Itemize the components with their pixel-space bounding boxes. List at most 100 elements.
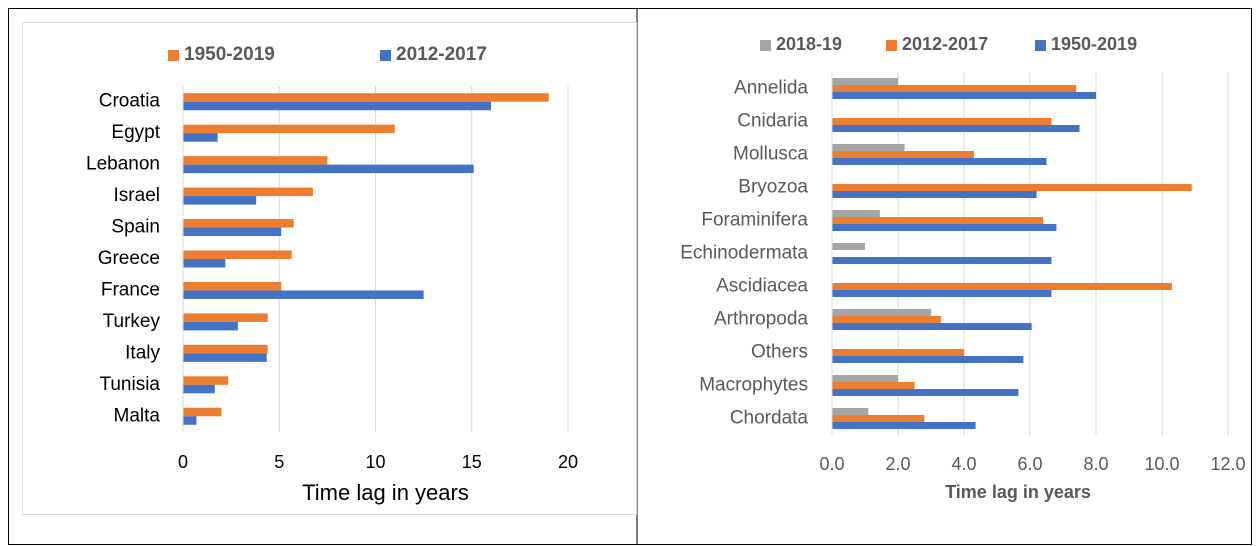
bar (183, 353, 267, 362)
y-tick-label: Mollusca (733, 144, 808, 165)
bar (183, 313, 268, 322)
y-tick-label: Foraminifera (701, 210, 808, 231)
bar (832, 323, 1032, 330)
bar (832, 382, 915, 389)
bar (832, 283, 1172, 290)
bar (832, 158, 1047, 165)
bar (183, 250, 292, 259)
y-tick-label: France (101, 279, 160, 300)
bar (183, 281, 282, 291)
x-tick-label: 8.0 (1083, 454, 1108, 474)
bar (183, 384, 215, 394)
legend-swatch (760, 40, 771, 51)
bar (832, 356, 1024, 363)
legend-swatch (886, 40, 897, 51)
x-tick-label: 2.0 (885, 454, 910, 474)
bar (832, 415, 925, 422)
y-tick-label: Arthropoda (714, 309, 808, 330)
legend-label: 2012-2017 (396, 44, 487, 65)
x-axis-title: Time lag in years (945, 482, 1091, 502)
bar (832, 257, 1052, 264)
x-tick-label: 0 (178, 452, 188, 472)
bar (183, 259, 226, 268)
x-tick-label: 10 (365, 452, 385, 472)
x-tick-label: 10.0 (1144, 454, 1179, 474)
bar (832, 224, 1057, 231)
bar (832, 422, 976, 429)
x-tick-label: 5 (274, 452, 284, 472)
frame (8, 8, 1252, 545)
x-tick-label: 12.0 (1210, 454, 1245, 474)
bar (832, 92, 1096, 99)
bar (832, 217, 1044, 224)
y-tick-label: Italy (125, 342, 160, 363)
x-tick-label: 20 (558, 452, 578, 472)
bar (832, 191, 1037, 198)
legend-label: 1950-2019 (1051, 34, 1137, 54)
y-tick-label: Bryozoa (738, 177, 808, 198)
x-axis-title: Time lag in years (302, 480, 469, 505)
y-tick-label: Israel (114, 185, 160, 206)
chart-area-border (22, 22, 637, 515)
bar (832, 290, 1052, 297)
bar (832, 125, 1080, 132)
legend-label: 2012-2017 (902, 34, 988, 54)
bar (832, 184, 1192, 191)
bar (183, 407, 222, 417)
y-tick-label: Egypt (111, 122, 160, 143)
bar (183, 227, 282, 237)
y-tick-label: Spain (111, 217, 160, 238)
x-tick-label: 6.0 (1017, 454, 1042, 474)
y-tick-label: Echinodermata (680, 243, 808, 264)
bar (832, 151, 974, 158)
bar (832, 316, 941, 323)
bar (183, 344, 268, 354)
bar (183, 156, 328, 165)
y-tick-label: Lebanon (86, 154, 160, 175)
y-tick-label: Macrophytes (699, 375, 808, 396)
legend-swatch (380, 50, 391, 61)
y-tick-label: Chordata (730, 408, 809, 429)
bar (832, 78, 898, 85)
bar (183, 219, 294, 228)
legend-swatch (168, 50, 179, 61)
bar (832, 408, 869, 415)
bar (832, 144, 905, 151)
x-tick-label: 15 (462, 452, 482, 472)
y-tick-label: Cnidaria (737, 111, 808, 132)
bar (183, 321, 238, 331)
bar (832, 243, 865, 250)
legend-label: 2018-19 (776, 34, 842, 54)
bar (832, 309, 931, 316)
x-tick-label: 0.0 (819, 454, 844, 474)
bar (832, 118, 1052, 125)
x-tick-label: 4.0 (951, 454, 976, 474)
y-tick-label: Ascidiacea (716, 276, 808, 297)
bar (183, 124, 395, 134)
bar (832, 349, 964, 356)
bar (183, 187, 313, 197)
legend-label: 1950-2019 (184, 44, 275, 65)
y-tick-label: Turkey (103, 311, 161, 332)
legend-swatch (1035, 40, 1046, 51)
bar (183, 376, 229, 385)
bar (183, 196, 257, 205)
bar (832, 210, 880, 217)
bar (183, 416, 197, 425)
y-tick-label: Others (751, 342, 808, 363)
bar (832, 389, 1019, 396)
bar (832, 375, 898, 382)
bar (832, 85, 1077, 92)
y-tick-label: Tunisia (99, 374, 160, 395)
y-tick-label: Croatia (99, 91, 161, 112)
bar (183, 101, 491, 111)
bar (183, 133, 218, 142)
bar (183, 290, 424, 299)
y-tick-label: Greece (98, 248, 160, 269)
bar (183, 93, 549, 102)
bar (183, 164, 474, 174)
y-tick-label: Annelida (734, 78, 808, 99)
y-tick-label: Malta (114, 405, 161, 426)
